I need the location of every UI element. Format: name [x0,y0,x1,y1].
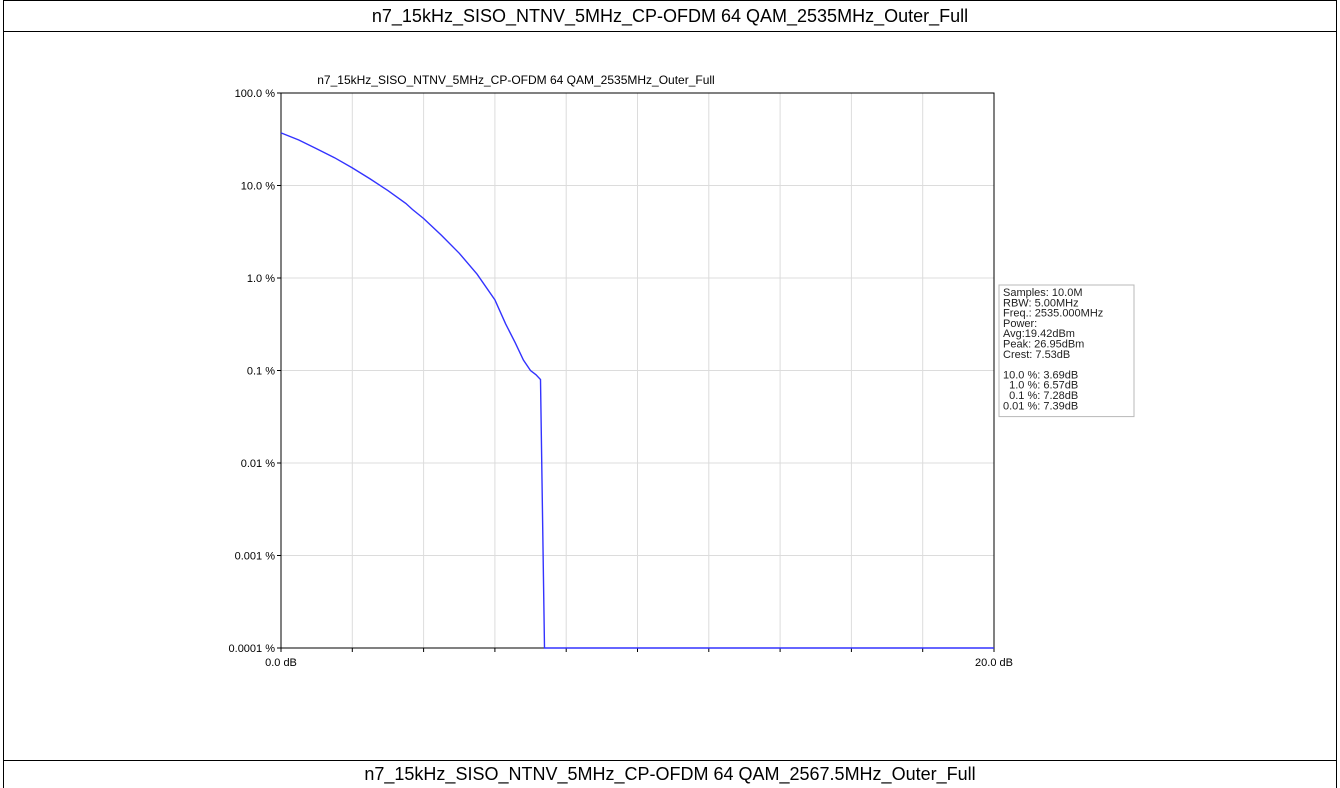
y-tick-label: 0.0001 % [229,643,276,655]
y-tick-label: 1.0 % [247,273,275,285]
bottom-caption: n7_15kHz_SISO_NTNV_5MHz_CP-OFDM 64 QAM_2… [4,760,1336,788]
y-tick-label: 0.01 % [241,458,275,470]
info-box-line: Avg:19.42dBm [1003,328,1075,340]
x-tick-label: 0.0 dB [265,657,297,669]
info-box-line: Freq.: 2535.000MHz [1003,308,1103,320]
ccdf-chart: n7_15kHz_SISO_NTNV_5MHz_CP-OFDM 64 QAM_2… [229,73,1135,669]
info-box-line: Crest: 7.53dB [1003,349,1070,361]
info-box-line: 10.0 %: 3.69dB [1003,369,1078,381]
info-box-line: RBW: 5.00MHz [1003,297,1079,309]
info-box-line: 0.1 %: 7.28dB [1003,390,1078,402]
x-axis: 0.0 dB 20.0 dB [265,648,1013,669]
document-table: n7_15kHz_SISO_NTNV_5MHz_CP-OFDM 64 QAM_2… [3,0,1337,788]
y-tick-label: 10.0 % [241,181,275,193]
ccdf-series-line [280,132,994,649]
info-box-line: Peak: 26.95dBm [1003,339,1084,351]
info-box-line: Samples: 10.0M [1003,287,1082,299]
info-box-frame [998,284,1135,418]
x-tick-label: 20.0 dB [975,657,1013,669]
info-box-line: 0.01 %: 7.39dB [1003,400,1078,412]
info-box-line: Power: [1003,318,1037,330]
y-tick-label: 100.0 % [235,88,276,100]
info-box-line: 1.0 %: 6.57dB [1003,380,1078,392]
chart-title: n7_15kHz_SISO_NTNV_5MHz_CP-OFDM 64 QAM_2… [317,73,714,87]
top-caption: n7_15kHz_SISO_NTNV_5MHz_CP-OFDM 64 QAM_2… [4,0,1336,32]
y-tick-label: 0.001 % [235,551,276,563]
y-tick-label: 0.1 % [247,366,275,378]
grid [281,92,994,649]
y-axis: 100.0 % 10.0 % 1.0 % 0.1 % 0.01 % 0.001 % 0.00… [229,88,281,655]
